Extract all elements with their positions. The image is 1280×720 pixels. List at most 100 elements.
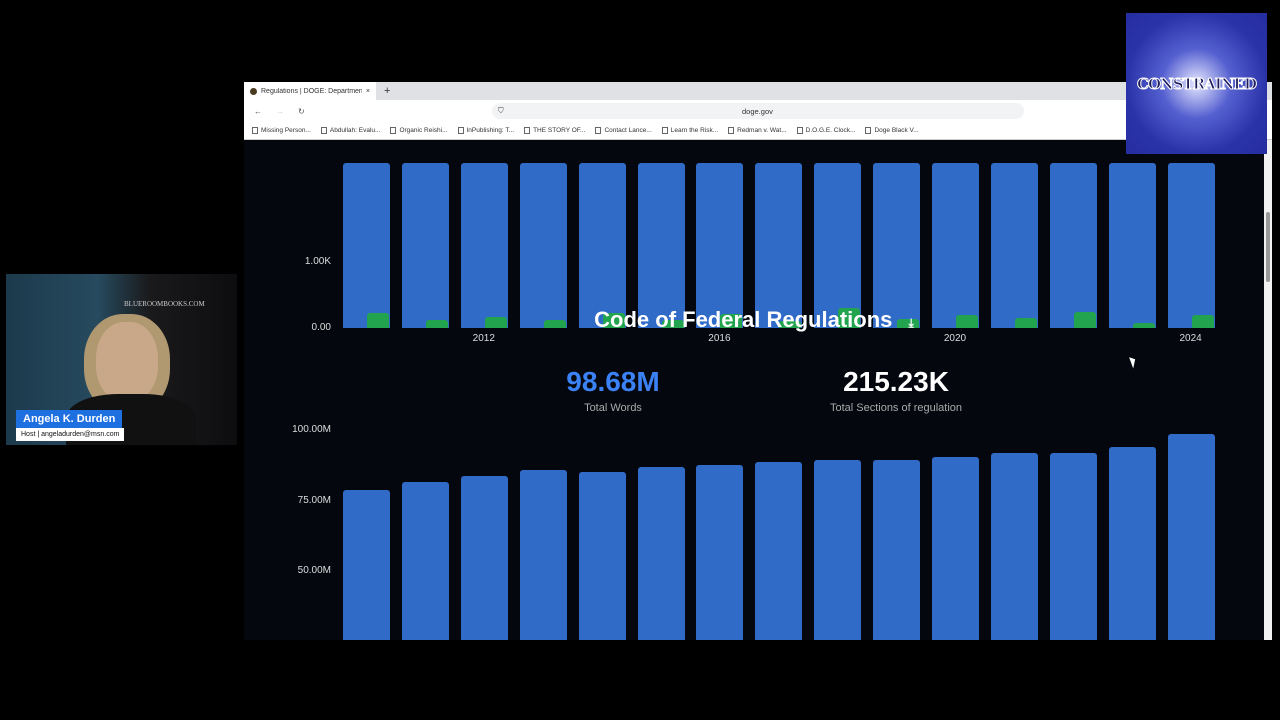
bookmark-item[interactable]: D.O.G.E. Clock... <box>796 127 856 134</box>
bookmark-label: D.O.G.E. Clock... <box>805 127 856 134</box>
presenter-subtitle: Host | angeladurden@msn.com <box>16 428 125 441</box>
blue-bar <box>873 163 921 328</box>
bookmark-icon <box>524 127 531 134</box>
blue-bar <box>990 163 1038 328</box>
bookmark-icon <box>661 127 668 134</box>
tab-title: Regulations | DOGE: Department <box>261 87 362 95</box>
blue-bar <box>637 466 685 640</box>
y-tick-label: 1.00K <box>304 256 331 267</box>
green-bar <box>838 307 861 328</box>
blue-bar <box>814 163 862 328</box>
constrained-logo: CONSTRAINED <box>1126 13 1267 154</box>
green-bar <box>661 320 684 328</box>
blue-bar <box>755 461 803 640</box>
blue-bar <box>1049 453 1097 640</box>
green-bar <box>956 315 978 328</box>
tab-bar: Regulations | DOGE: Department × + <box>244 82 1272 100</box>
blue-bar <box>932 163 979 328</box>
y-tick-label: 75.00M <box>297 494 331 506</box>
url-text: doge.gov <box>742 106 773 116</box>
bookmarks-bar: Missing Person... Abdullah: Evalu... Organ… <box>244 122 1272 140</box>
close-tab-icon[interactable]: × <box>365 87 370 95</box>
x-tick-label: 2024 <box>1179 333 1202 344</box>
stat-value: 98.68M <box>566 366 660 397</box>
forward-icon[interactable]: → <box>276 106 284 116</box>
section-title-text: Code of Federal Regulations <box>594 307 893 332</box>
blue-bar <box>401 163 449 328</box>
tab-regulations[interactable]: Regulations | DOGE: Department × <box>244 82 376 100</box>
bookmark-item[interactable]: InPublishing: T... <box>457 127 515 134</box>
bookmark-label: Learn the Risk... <box>670 127 719 134</box>
bookmark-label: InPublishing: T... <box>466 127 515 134</box>
reload-icon[interactable]: ↻ <box>298 106 305 116</box>
bookmark-label: Organic Reishi... <box>399 127 448 134</box>
bookmark-item[interactable]: Organic Reishi... <box>390 127 448 134</box>
doge-favicon <box>250 87 257 95</box>
bookmark-label: Contact Lance... <box>604 127 652 134</box>
blue-bar <box>1167 433 1215 640</box>
blue-bar <box>1108 446 1156 640</box>
green-bar <box>1073 311 1096 328</box>
address-bar-row: ← → ↻ ⛉ doge.gov <box>244 100 1272 122</box>
new-tab-button[interactable]: + <box>384 85 391 97</box>
x-tick-label: 2012 <box>472 333 495 344</box>
blue-bar <box>343 163 390 328</box>
green-bar <box>484 317 507 328</box>
blue-bar <box>990 453 1038 640</box>
blue-bar <box>578 163 626 328</box>
download-icon[interactable]: ⤓ <box>908 316 914 330</box>
blue-bar <box>1167 163 1215 328</box>
bookmark-label: THE STORY OF... <box>533 127 586 134</box>
y-tick-label: 0.00 <box>311 322 331 333</box>
blue-bar <box>814 459 862 640</box>
green-bar <box>1132 323 1155 328</box>
stat-total-sections: 215.23K Total Sections of regulation <box>766 366 1026 414</box>
scrollbar[interactable] <box>1264 140 1272 640</box>
bookmark-label: Missing Person... <box>261 127 311 134</box>
blue-bar <box>755 163 803 328</box>
green-bar <box>367 313 389 328</box>
bookmark-label: Abdullah: Evalu... <box>329 127 381 134</box>
bookmark-item[interactable]: Abdullah: Evalu... <box>320 127 381 134</box>
green-bar <box>1191 315 1214 328</box>
url-field[interactable]: ⛉ doge.gov <box>492 103 1024 119</box>
green-bar <box>720 314 743 328</box>
blue-bar <box>637 163 685 328</box>
bookmark-item[interactable]: THE STORY OF... <box>524 127 585 134</box>
blue-bar <box>401 481 449 640</box>
stat-label: Total Sections of regulation <box>829 402 963 414</box>
bookmark-item[interactable]: Doge Black V... <box>865 127 919 134</box>
bookmark-item[interactable]: Missing Person... <box>252 127 311 134</box>
blue-bar <box>696 163 744 328</box>
y-tick-label: 100.00M <box>292 424 331 435</box>
green-bar <box>543 320 566 328</box>
bookmark-label: Redman v. Wat... <box>737 127 787 134</box>
shield-icon: ⛉ <box>498 106 504 115</box>
x-tick-label: 2016 <box>708 333 731 344</box>
bookmark-icon <box>390 127 397 134</box>
bookmark-item[interactable]: Learn the Risk... <box>661 127 719 134</box>
green-bar <box>425 320 448 328</box>
stat-total-words: 98.68M Total Words <box>483 366 743 414</box>
browser-window: Regulations | DOGE: Department × + ← → ↻… <box>244 82 1272 640</box>
bookmark-item[interactable]: Redman v. Wat... <box>728 127 787 134</box>
bookmark-icon <box>595 127 602 134</box>
stat-value: 215.23K <box>843 366 949 397</box>
green-bar <box>897 318 920 328</box>
blue-bar <box>932 457 979 640</box>
bookmark-icon <box>320 127 327 134</box>
green-bar <box>602 313 625 328</box>
backdrop-text: BLUEROOMBOOKS.COM <box>124 300 205 308</box>
scrollbar-thumb[interactable] <box>1266 212 1270 282</box>
bookmark-item[interactable]: Contact Lance... <box>595 127 652 134</box>
x-tick-label: 2020 <box>943 333 967 344</box>
blue-bar <box>519 470 567 640</box>
back-icon[interactable]: ← <box>254 106 262 116</box>
green-bar <box>779 321 802 328</box>
blue-bar <box>1049 163 1097 328</box>
webcam-overlay: BLUEROOMBOOKS.COM Angela K. Durden Host … <box>6 274 237 445</box>
logo-text: CONSTRAINED <box>1137 74 1258 93</box>
presenter-face <box>96 322 158 402</box>
page-content: 0.00 1.00K 2012 2016 2020 2024 Code of Federa… <box>244 140 1264 640</box>
blue-bar <box>519 163 567 328</box>
